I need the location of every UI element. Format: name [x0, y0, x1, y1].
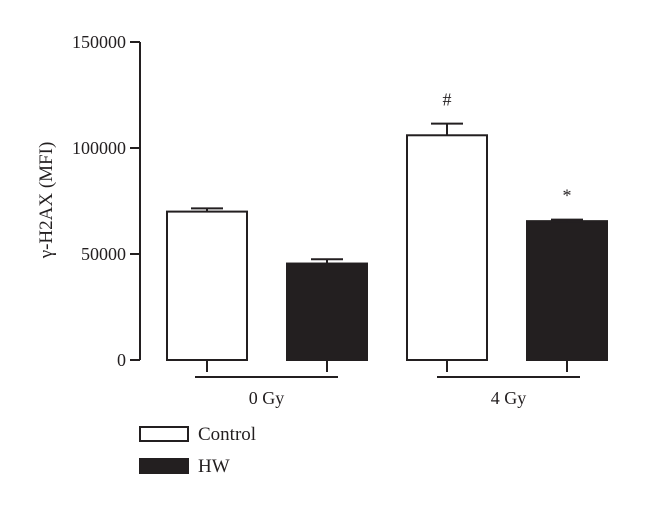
legend-label-control: Control [198, 424, 256, 445]
bar-control-0 [166, 210, 248, 361]
bar-hw-1 [526, 220, 608, 361]
legend-swatch-control [139, 426, 189, 442]
group-label: 0 Gy [249, 388, 285, 408]
y-tick-label: 100000 [72, 138, 126, 158]
group-label: 4 Gy [491, 388, 527, 408]
significance-mark: # [443, 90, 452, 110]
bars: #* [166, 90, 608, 362]
bar-control-1 [406, 134, 488, 361]
y-axis-label: γ-H2AX (MFI) [36, 142, 57, 260]
bar-hw-0 [286, 262, 368, 362]
legend-label-hw: HW [198, 456, 230, 477]
y-axis: 0 50000 100000 150000 [72, 32, 141, 370]
y-tick-label: 50000 [81, 244, 126, 264]
legend: Control HW [139, 424, 256, 477]
legend-swatch-hw [139, 458, 189, 474]
y-tick-label: 150000 [72, 32, 126, 52]
group-axis: 0 Gy 4 Gy [195, 360, 580, 408]
significance-mark: * [563, 186, 572, 206]
y-tick-label: 0 [117, 350, 126, 370]
